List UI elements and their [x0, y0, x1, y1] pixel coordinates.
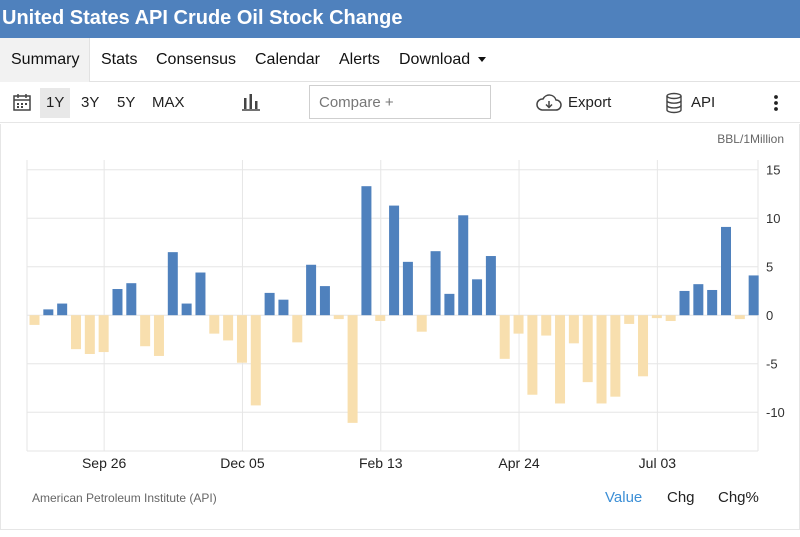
bar: [278, 299, 289, 316]
tab-bar: Summary Stats Consensus Calendar Alerts …: [0, 38, 800, 82]
cloud-download-icon: [536, 94, 562, 111]
bar: [250, 315, 261, 406]
bar: [513, 315, 524, 334]
bar: [98, 315, 109, 353]
calendar-button[interactable]: [12, 92, 32, 114]
range-max-button[interactable]: MAX: [152, 94, 185, 111]
y-tick-label: 15: [766, 163, 780, 178]
bar-chart-icon: [242, 94, 260, 111]
y-tick-label: 5: [766, 260, 773, 275]
bar: [126, 283, 137, 316]
x-tick-label: Apr 24: [498, 455, 539, 471]
more-vertical-icon: [774, 95, 778, 111]
x-tick-label: Sep 26: [82, 455, 127, 471]
y-tick-label: -10: [766, 405, 785, 420]
bar: [112, 289, 123, 316]
bar: [375, 315, 386, 322]
bar: [734, 315, 745, 320]
bar: [707, 289, 718, 316]
api-label: API: [691, 94, 716, 111]
bar: [361, 186, 372, 316]
mode-value-button[interactable]: Value: [605, 489, 643, 506]
bar: [167, 252, 178, 316]
bar: [527, 315, 538, 395]
tab-calendar[interactable]: Calendar: [255, 51, 320, 68]
database-icon: [666, 92, 682, 114]
export-label: Export: [568, 94, 612, 111]
bar: [236, 315, 247, 363]
x-tick-label: Dec 05: [220, 455, 265, 471]
y-tick-label: 10: [766, 211, 780, 226]
bar-chart: 15 10 5 0 -5 -10 Sep 26 Dec 05 Feb 13 Apr 24 Jul 0…: [26, 160, 785, 471]
page-title: United States API Crude Oil Stock Change: [2, 7, 403, 29]
bar: [181, 303, 192, 316]
bar: [541, 315, 552, 336]
y-tick-label: -5: [766, 357, 778, 372]
tab-consensus[interactable]: Consensus: [156, 51, 237, 68]
y-tick-label: 0: [766, 308, 773, 323]
chevron-down-icon: [478, 57, 487, 63]
bar: [651, 315, 662, 319]
unit-label: BBL/1Million: [717, 132, 784, 146]
bar: [568, 315, 579, 344]
bar: [209, 315, 220, 334]
tab-summary[interactable]: Summary: [0, 38, 90, 82]
bar: [223, 315, 234, 341]
bar: [748, 275, 759, 316]
bar: [43, 309, 54, 316]
bar: [389, 205, 400, 316]
bar: [444, 293, 455, 316]
compare-input[interactable]: [309, 85, 491, 119]
bar: [499, 315, 510, 359]
bar: [485, 256, 496, 316]
bar: [57, 303, 68, 316]
bar: [292, 315, 303, 343]
bar: [610, 315, 621, 397]
x-tick-label: Jul 03: [639, 455, 677, 471]
bar: [472, 279, 483, 316]
chart-type-button[interactable]: [242, 92, 260, 114]
title-bar: United States API Crude Oil Stock Change: [0, 0, 800, 38]
range-3y-button[interactable]: 3Y: [81, 94, 100, 111]
bar: [458, 215, 469, 316]
range-1y-button[interactable]: 1Y: [40, 88, 71, 118]
bar: [140, 315, 151, 347]
bar: [596, 315, 607, 404]
bar: [306, 264, 317, 316]
bar: [333, 315, 344, 320]
bar: [665, 315, 676, 322]
tab-download-label: Download: [399, 51, 471, 68]
bar: [195, 272, 206, 316]
bar: [679, 290, 690, 316]
api-button[interactable]: API: [665, 88, 715, 118]
bar: [264, 292, 275, 316]
range-5y-button[interactable]: 5Y: [117, 94, 136, 111]
bar: [347, 315, 358, 423]
bar: [638, 315, 649, 377]
toolbar: 1Y 3Y 5Y MAX Export API: [0, 83, 800, 123]
tab-download[interactable]: Download: [399, 38, 487, 82]
bar: [153, 315, 164, 356]
bar: [29, 315, 40, 325]
mode-chg-pct-button[interactable]: Chg%: [718, 489, 759, 506]
tab-stats[interactable]: Stats: [101, 51, 138, 68]
bar: [70, 315, 81, 350]
bar: [402, 261, 413, 316]
more-button[interactable]: [770, 88, 782, 118]
export-button[interactable]: Export: [536, 88, 611, 118]
bar: [555, 315, 566, 404]
calendar-icon: [13, 94, 31, 111]
mode-chg-button[interactable]: Chg: [667, 489, 695, 506]
bar: [84, 315, 95, 354]
bar: [624, 315, 635, 324]
tab-alerts[interactable]: Alerts: [339, 51, 380, 68]
bar: [430, 251, 441, 316]
bar: [721, 226, 731, 316]
bar: [582, 315, 593, 383]
bar: [693, 284, 704, 316]
bar: [319, 286, 330, 316]
bar: [416, 315, 427, 332]
x-tick-label: Feb 13: [359, 455, 403, 471]
source-label: American Petroleum Institute (API): [32, 491, 217, 505]
